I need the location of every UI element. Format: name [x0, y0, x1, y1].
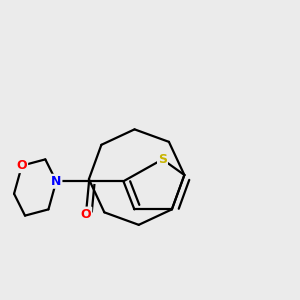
Text: O: O — [81, 208, 91, 220]
Text: N: N — [51, 175, 62, 188]
Text: O: O — [16, 159, 27, 172]
Text: S: S — [158, 153, 167, 166]
